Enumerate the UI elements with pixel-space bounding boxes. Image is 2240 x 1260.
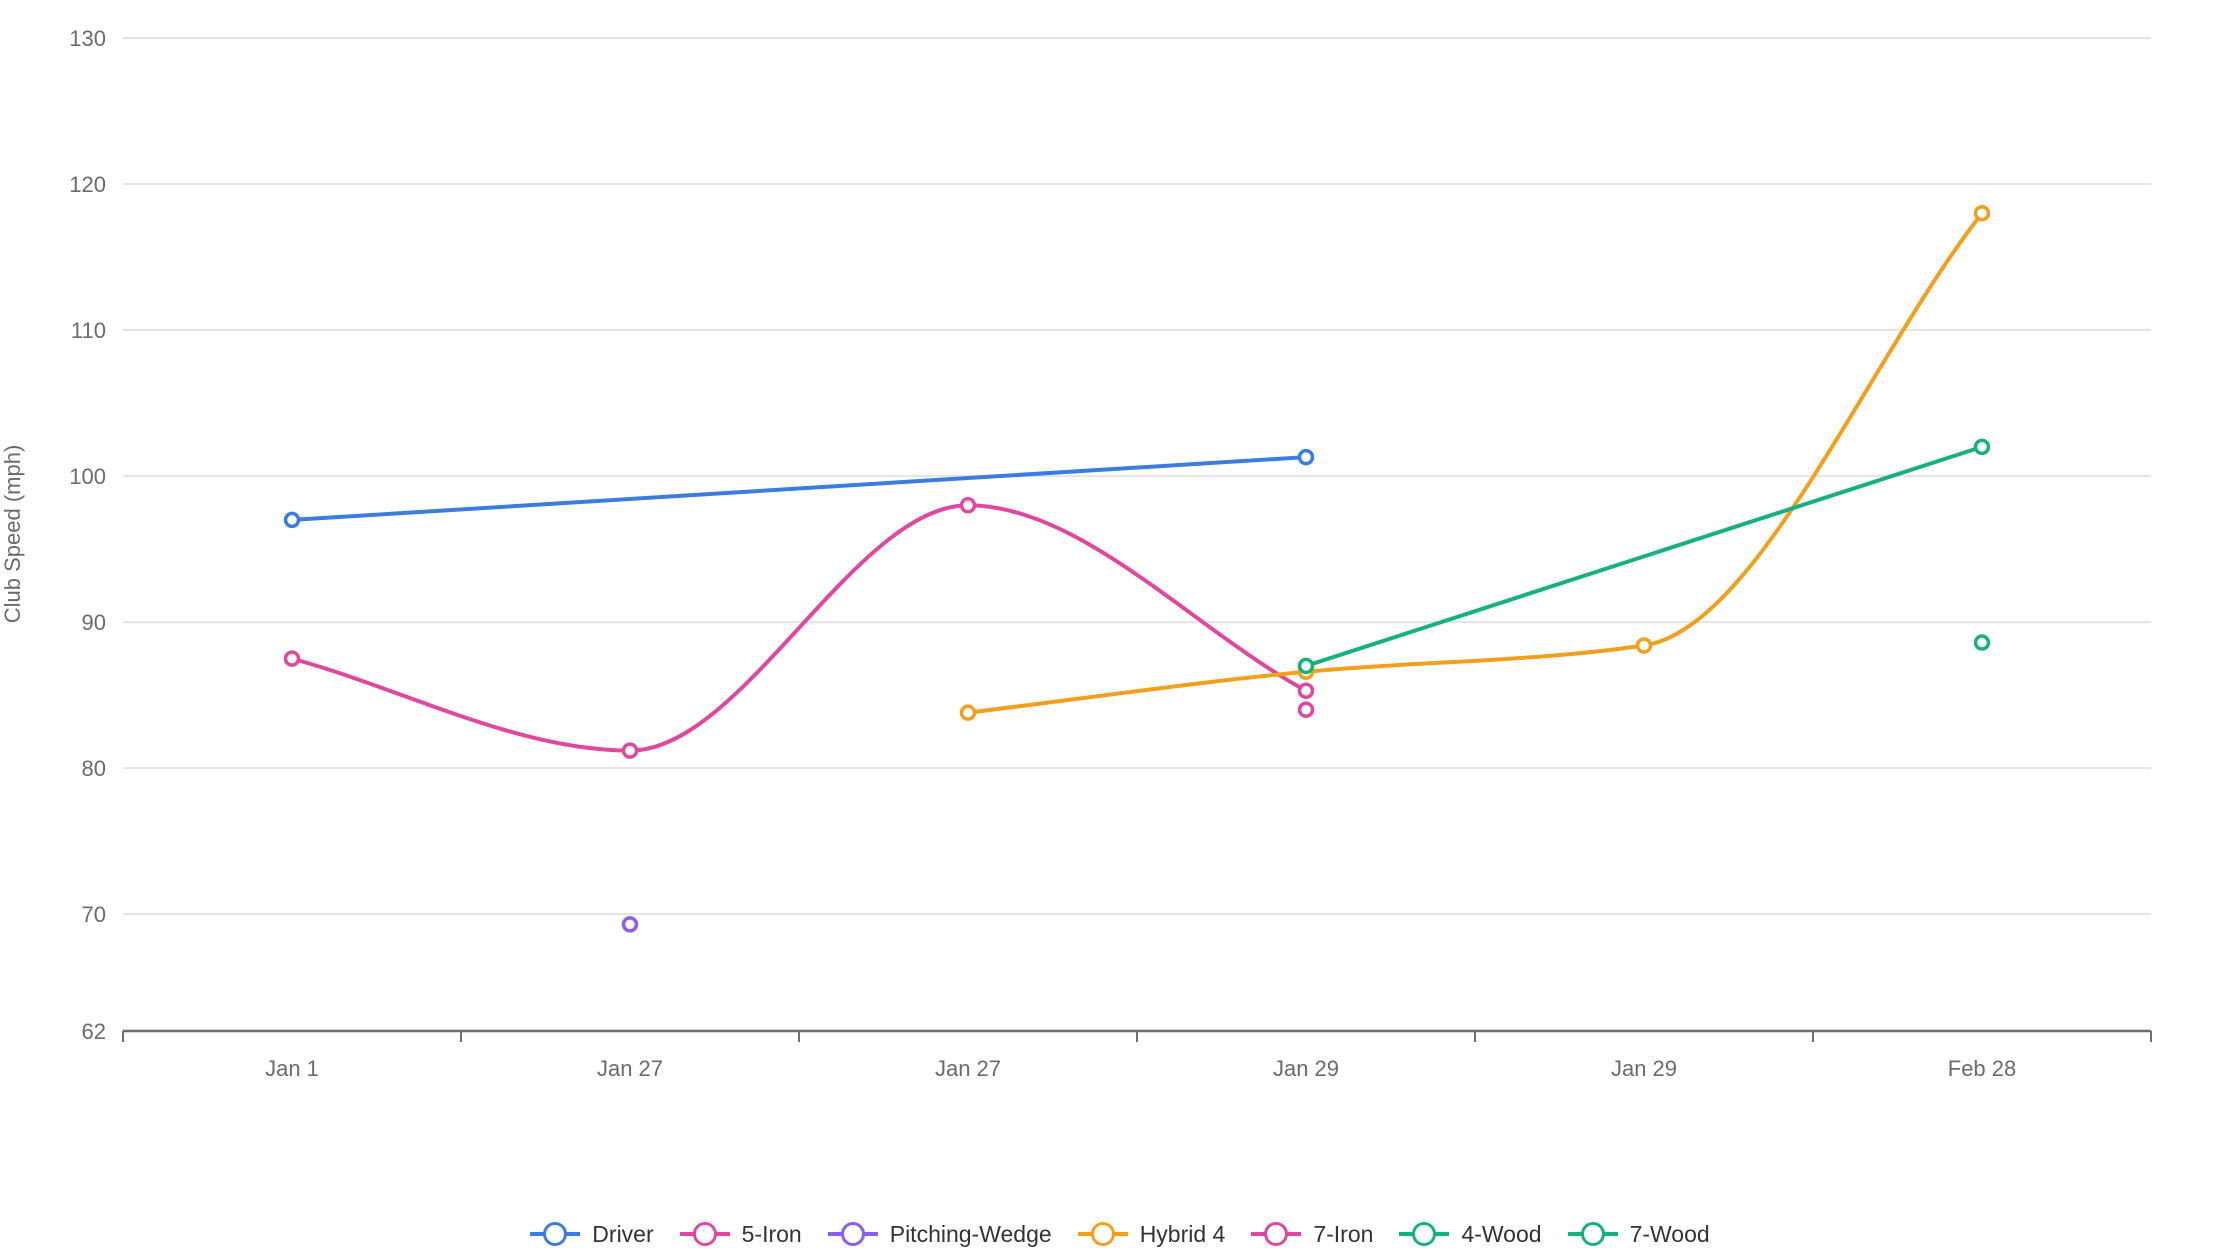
legend-item-driver[interactable]: Driver bbox=[530, 1220, 654, 1248]
series-hybrid-4 bbox=[959, 204, 1991, 721]
y-tick-label: 70 bbox=[82, 902, 106, 927]
x-tick-label: Jan 27 bbox=[935, 1056, 1001, 1081]
series-lines bbox=[283, 204, 1991, 933]
y-tick-label: 62 bbox=[82, 1019, 106, 1044]
legend-label: Driver bbox=[592, 1220, 654, 1247]
y-tick-label: 110 bbox=[71, 318, 106, 343]
legend-line-marker-icon bbox=[530, 1222, 581, 1246]
legend-label: 5-Iron bbox=[741, 1220, 802, 1247]
x-tick-label: Jan 29 bbox=[1611, 1056, 1677, 1081]
series-7-wood bbox=[1973, 634, 1991, 651]
legend-label: Hybrid 4 bbox=[1139, 1220, 1226, 1247]
x-tick-label: Jan 1 bbox=[265, 1056, 319, 1081]
data-point[interactable] bbox=[1297, 657, 1315, 675]
legend-line-marker-icon bbox=[1399, 1222, 1450, 1246]
legend-item-pitching-wedge[interactable]: Pitching-Wedge bbox=[827, 1220, 1052, 1248]
data-point[interactable] bbox=[1297, 682, 1315, 700]
data-point[interactable] bbox=[959, 704, 977, 721]
x-axis: Jan 1 Jan 27 Jan 27 Jan 29 Jan 29 Feb 28 bbox=[122, 1029, 2152, 1081]
series-4-wood bbox=[1297, 438, 1991, 675]
x-tick-label: Feb 28 bbox=[1948, 1056, 2017, 1081]
y-axis-title: Club Speed (mph) bbox=[0, 445, 25, 624]
legend-label: 4-Wood bbox=[1461, 1220, 1542, 1247]
y-tick-label: 80 bbox=[82, 756, 106, 781]
series-pitching-wedge bbox=[621, 916, 639, 933]
gridlines bbox=[123, 37, 2151, 916]
legend-label: 7-Wood bbox=[1629, 1220, 1710, 1247]
y-axis-ticks: 62 70 80 90 100 110 120 130 bbox=[69, 26, 106, 1044]
legend-line-marker-icon bbox=[1077, 1222, 1128, 1246]
series-line bbox=[967, 212, 1984, 715]
legend-line-marker-icon bbox=[1251, 1222, 1302, 1246]
y-tick-label: 90 bbox=[82, 610, 106, 635]
data-point[interactable] bbox=[959, 497, 977, 514]
legend-item-hybrid-4[interactable]: Hybrid 4 bbox=[1077, 1220, 1226, 1248]
data-point[interactable] bbox=[1973, 438, 1991, 456]
data-point[interactable] bbox=[283, 511, 301, 529]
data-point[interactable] bbox=[1297, 448, 1315, 466]
legend-line-marker-icon bbox=[1567, 1222, 1618, 1246]
data-point[interactable] bbox=[1635, 637, 1653, 654]
data-point[interactable] bbox=[283, 650, 301, 667]
data-point[interactable] bbox=[1973, 204, 1991, 222]
series-7-iron bbox=[1297, 701, 1315, 718]
legend-item-4-wood[interactable]: 4-Wood bbox=[1399, 1220, 1542, 1248]
series-5-iron bbox=[283, 497, 1315, 759]
x-tick-label: Jan 27 bbox=[597, 1056, 663, 1081]
series-line bbox=[291, 455, 1307, 522]
legend-item-7-iron[interactable]: 7-Iron bbox=[1251, 1221, 1373, 1248]
legend-label: 7-Iron bbox=[1313, 1220, 1374, 1247]
legend: Driver 5-Iron Pitching-Wedge Hybrid 4 7-Iron… bbox=[0, 1212, 2240, 1256]
y-tick-label: 100 bbox=[69, 464, 106, 489]
x-tick-label: Jan 29 bbox=[1273, 1056, 1339, 1081]
data-point[interactable] bbox=[1297, 701, 1315, 718]
data-point[interactable] bbox=[1973, 634, 1991, 651]
legend-item-7-wood[interactable]: 7-Wood bbox=[1567, 1220, 1710, 1248]
legend-line-marker-icon bbox=[827, 1222, 878, 1246]
y-tick-label: 130 bbox=[69, 26, 106, 51]
legend-line-marker-icon bbox=[679, 1222, 730, 1246]
data-point[interactable] bbox=[621, 742, 639, 759]
legend-item-5-iron[interactable]: 5-Iron bbox=[679, 1220, 802, 1248]
y-tick-label: 120 bbox=[69, 172, 106, 197]
series-line bbox=[1305, 444, 1983, 668]
series-line bbox=[291, 503, 1307, 753]
data-point[interactable] bbox=[621, 916, 639, 933]
series-driver bbox=[283, 448, 1315, 529]
legend-label: Pitching-Wedge bbox=[889, 1220, 1052, 1247]
